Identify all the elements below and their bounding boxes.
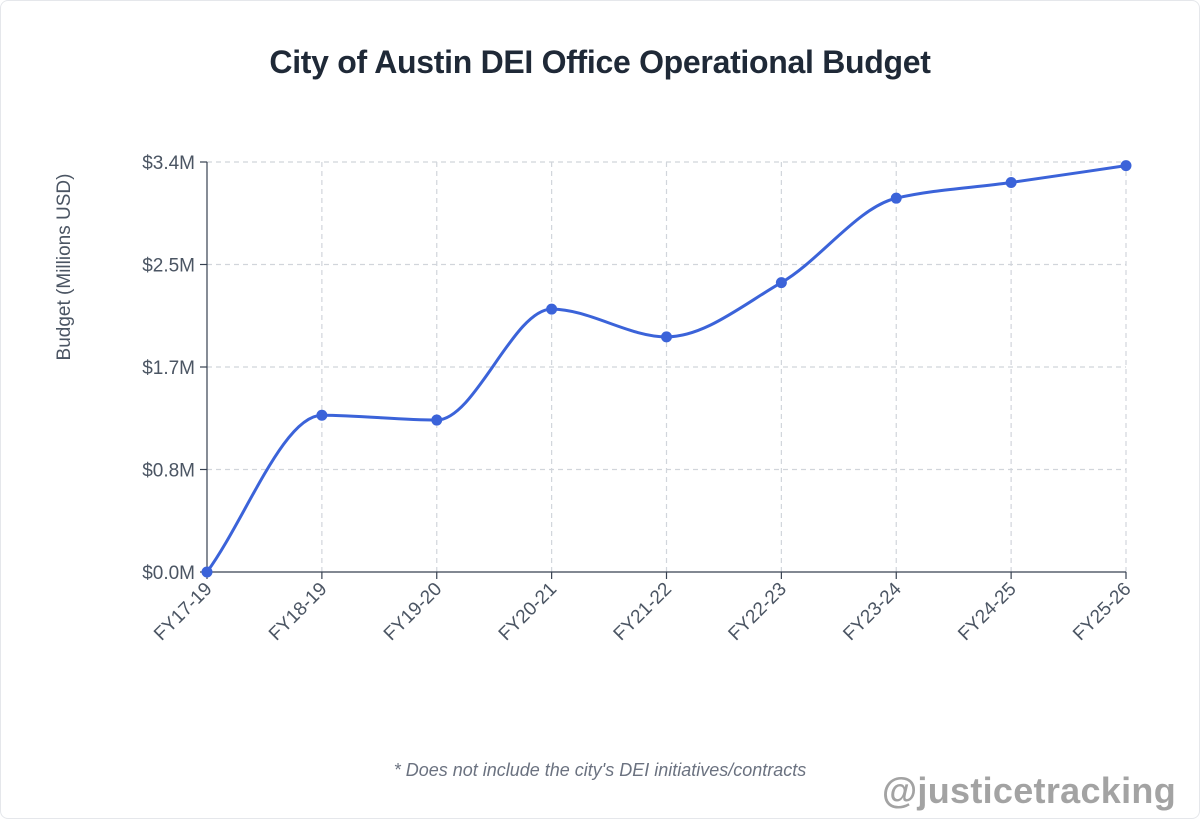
y-tick-labels: $0.0M $0.8M $1.7M $2.5M $3.4M xyxy=(142,153,195,584)
axis-layer xyxy=(200,161,1127,579)
y-tick-label: $0.0M xyxy=(142,563,195,584)
y-tick-label: $0.8M xyxy=(142,461,195,482)
chart-title: City of Austin DEI Office Operational Bu… xyxy=(269,44,931,80)
data-point xyxy=(546,303,558,315)
series-line xyxy=(205,164,1127,573)
x-tick-label: FY22-23 xyxy=(725,579,791,645)
x-tick-label: FY17-19 xyxy=(150,579,216,645)
x-tick-labels: FY17-19 FY18-19 FY19-20 FY20-21 FY21-22 FY22-… xyxy=(150,578,1135,645)
data-point xyxy=(775,277,787,289)
x-tick-label: FY21-22 xyxy=(610,579,676,645)
y-tick-label: $1.7M xyxy=(142,358,195,379)
y-tick-label: $2.5M xyxy=(142,256,195,277)
data-point xyxy=(1120,160,1132,172)
x-tick-label: FY20-21 xyxy=(495,579,561,645)
y-tick-label: $3.4M xyxy=(142,153,195,174)
x-tick-label: FY19-20 xyxy=(380,579,446,645)
y-axis-label: Budget (Millions USD) xyxy=(54,174,75,361)
series-layer xyxy=(205,164,1127,573)
data-point xyxy=(661,331,672,343)
x-tick-label: FY25-26 xyxy=(1069,579,1135,645)
data-point xyxy=(201,566,213,578)
data-point xyxy=(316,409,328,421)
footnote: * Does not include the city's DEI initia… xyxy=(393,760,807,780)
data-point xyxy=(890,192,902,204)
grid-layer xyxy=(207,161,1127,572)
watermark: @justicetracking xyxy=(882,770,1176,811)
x-tick-label: FY23-24 xyxy=(839,578,906,645)
points-layer xyxy=(201,160,1132,578)
data-point xyxy=(1005,177,1017,188)
x-tick-label: FY18-19 xyxy=(265,579,331,645)
x-tick-label: FY24-25 xyxy=(954,579,1020,645)
data-point xyxy=(431,414,443,426)
